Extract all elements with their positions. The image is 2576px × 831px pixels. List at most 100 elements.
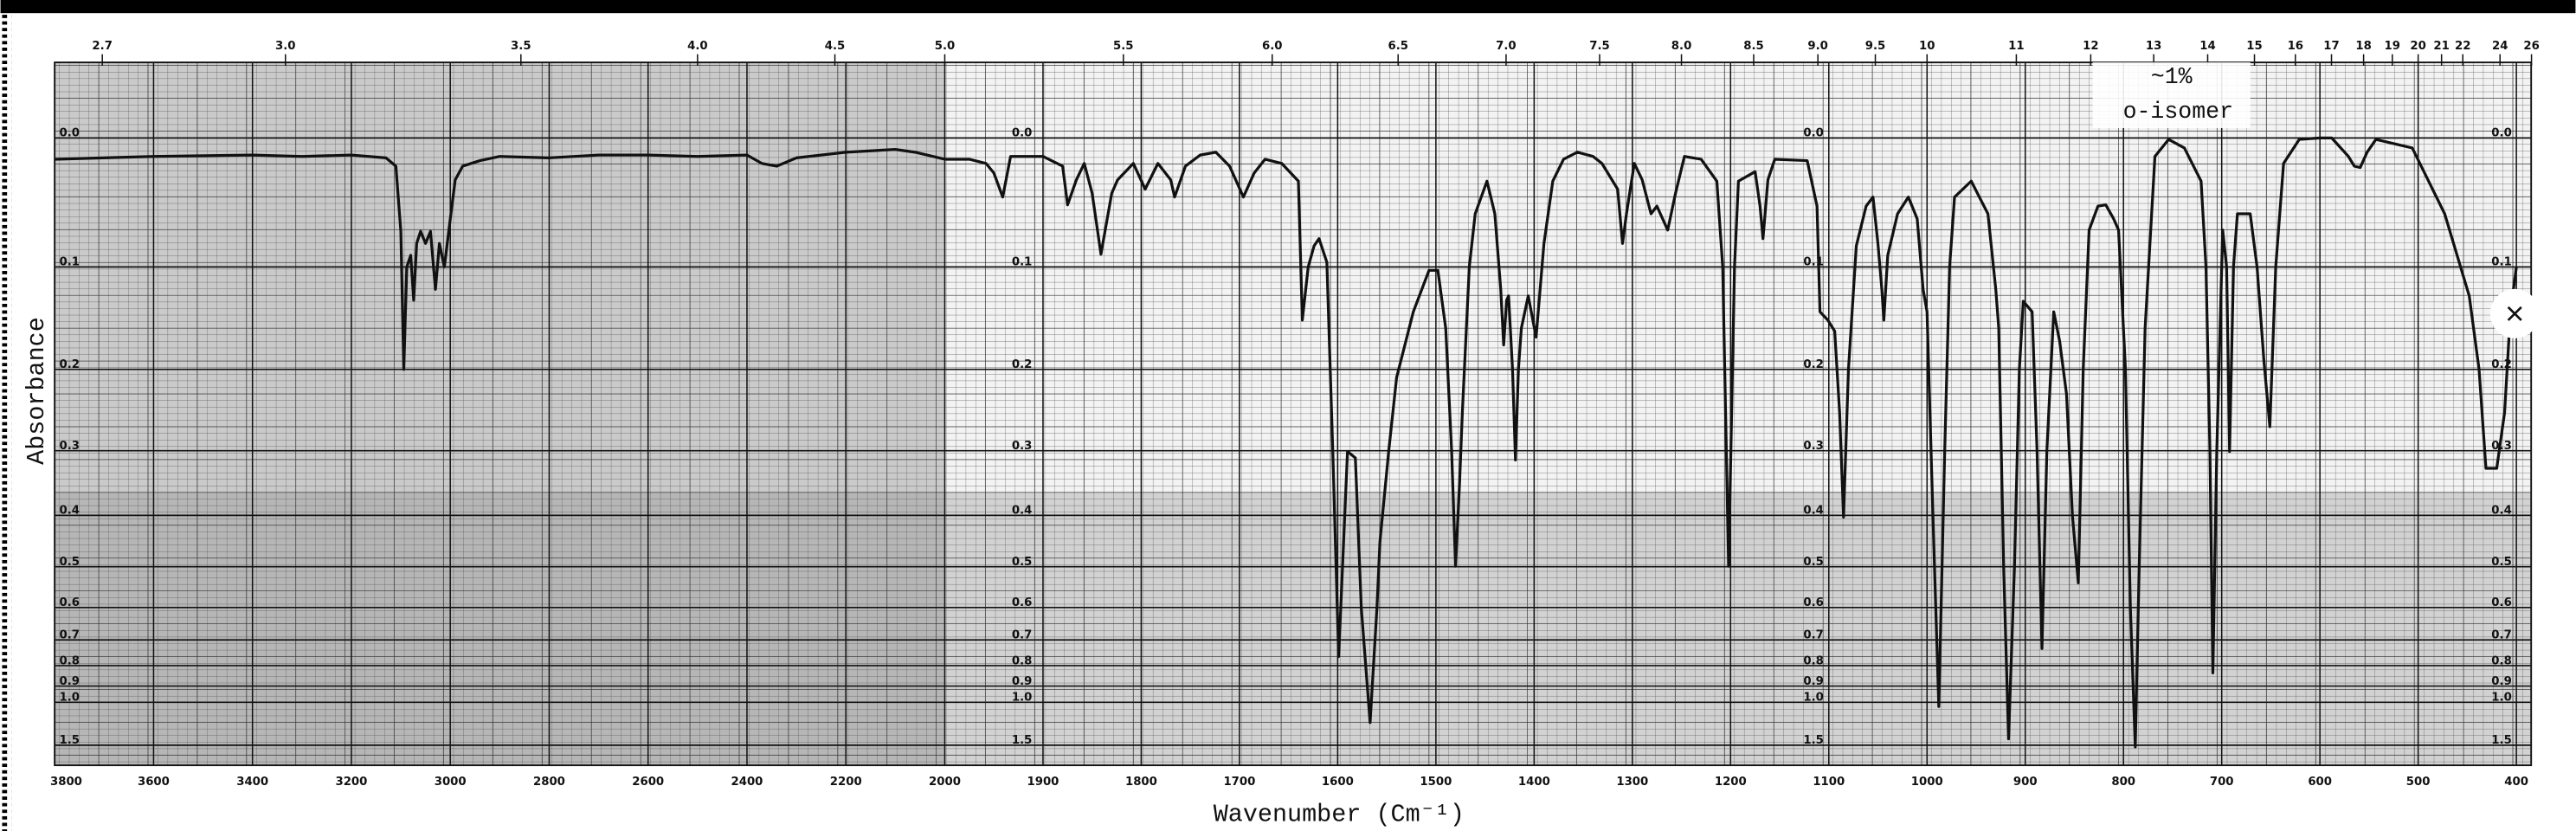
top-bar bbox=[0, 0, 2576, 14]
y-tick-label: 0.4 bbox=[1803, 505, 1824, 518]
y-tick-label: 0.6 bbox=[1803, 596, 1824, 609]
x2-tick-label: 7.5 bbox=[1589, 40, 1610, 53]
y-tick-label: 0.9 bbox=[1803, 675, 1824, 688]
x2-tick-label: 6.5 bbox=[1388, 40, 1408, 53]
x2-tick-label: 5.5 bbox=[1113, 40, 1134, 53]
x2-tick-label: 10 bbox=[1919, 40, 1935, 53]
y-tick-label: 0.0 bbox=[1803, 127, 1824, 140]
left-edge bbox=[0, 13, 12, 831]
y-tick-label: 0.7 bbox=[1012, 629, 1033, 642]
y-tick-label: 0.1 bbox=[1012, 256, 1033, 269]
x-tick-label: 3000 bbox=[435, 776, 467, 789]
x2-tick-label: 14 bbox=[2199, 40, 2215, 53]
x2-tick-label: 12 bbox=[2083, 40, 2098, 53]
y-tick-label: 0.8 bbox=[2491, 654, 2512, 667]
y-tick-label: 0.7 bbox=[60, 629, 80, 642]
y-tick-label: 0.1 bbox=[1803, 256, 1824, 269]
y-tick-label: 0.4 bbox=[1012, 505, 1033, 518]
x2-tick-label: 4.5 bbox=[825, 40, 846, 53]
tick-labels: 3800 3600 3400 3200 3000 2800 2600 2400 2200 2000… bbox=[50, 40, 2540, 789]
x-tick-label: 1000 bbox=[1911, 776, 1943, 789]
x-tick-label: 1300 bbox=[1616, 776, 1648, 789]
y-tick-label: 0.5 bbox=[1803, 556, 1824, 569]
x2-tick-label: 21 bbox=[2433, 40, 2449, 53]
x2-tick-label: 6.0 bbox=[1262, 40, 1283, 53]
y-tick-label: 0.9 bbox=[1012, 675, 1033, 688]
x-tick-label: 3800 bbox=[50, 776, 82, 789]
y-tick-label: 0.2 bbox=[1803, 358, 1824, 371]
x2-tick-label: 19 bbox=[2385, 40, 2400, 53]
x-tick-label: 1400 bbox=[1518, 776, 1550, 789]
y-tick-label: 0.0 bbox=[60, 127, 80, 140]
x-tick-label: 400 bbox=[2504, 776, 2528, 789]
x-tick-label: 1800 bbox=[1125, 776, 1157, 789]
x2-tick-label: 3.0 bbox=[275, 40, 296, 53]
x2-tick-label: 11 bbox=[2008, 40, 2024, 53]
x2-tick-label: 9.0 bbox=[1807, 40, 1828, 53]
x2-tick-label: 22 bbox=[2455, 40, 2470, 53]
y-tick-label: 0.6 bbox=[60, 596, 80, 609]
y-tick-label: 0.1 bbox=[60, 256, 80, 269]
x-tick-label: 2800 bbox=[533, 776, 565, 789]
y-tick-label: 0.2 bbox=[1012, 358, 1033, 371]
x2-tick-label: 17 bbox=[2323, 40, 2339, 53]
y-tick-label: 0.8 bbox=[1012, 654, 1033, 667]
x-tick-label: 2200 bbox=[830, 776, 862, 789]
y-tick-label: 0.5 bbox=[2491, 556, 2512, 569]
x-tick-label: 500 bbox=[2406, 776, 2431, 789]
x2-tick-label: 26 bbox=[2523, 40, 2539, 53]
y-tick-label: 0.7 bbox=[1803, 629, 1824, 642]
y-tick-label: 0.5 bbox=[60, 556, 80, 569]
x-tick-label: 1500 bbox=[1420, 776, 1452, 789]
y-tick-label: 0.0 bbox=[1012, 127, 1033, 140]
x-tick-label: 600 bbox=[2308, 776, 2332, 789]
annotation: ~1% bbox=[2151, 64, 2193, 90]
y-tick-label: 1.0 bbox=[1012, 692, 1033, 705]
x-tick-label: 3600 bbox=[138, 776, 170, 789]
x2-tick-label: 8.5 bbox=[1743, 40, 1764, 53]
x-tick-label: 2400 bbox=[731, 776, 763, 789]
y-tick-label: 0.0 bbox=[2491, 127, 2512, 140]
x-tick-label: 1700 bbox=[1223, 776, 1255, 789]
plot bbox=[55, 136, 2518, 749]
y-tick-label: 0.5 bbox=[1012, 556, 1033, 569]
annotation: o-isomer bbox=[2123, 99, 2233, 125]
y-tick-label: 1.0 bbox=[60, 692, 80, 705]
x2-tick-label: 13 bbox=[2146, 40, 2161, 53]
x2-tick-label: 16 bbox=[2288, 40, 2303, 53]
x2-tick-label: 18 bbox=[2355, 40, 2371, 53]
x-tick-label: 1100 bbox=[1813, 776, 1845, 789]
x2-tick-label: 24 bbox=[2492, 40, 2508, 53]
x2-tick-label: 9.5 bbox=[1865, 40, 1886, 53]
x-tick-label: 1600 bbox=[1322, 776, 1354, 789]
y-tick-label: 0.2 bbox=[60, 358, 80, 371]
x-tick-label: 700 bbox=[2210, 776, 2234, 789]
x2-tick-label: 4.0 bbox=[687, 40, 707, 53]
y-tick-label: 0.6 bbox=[2491, 596, 2512, 609]
close-button[interactable] bbox=[2489, 288, 2540, 338]
y-tick-label: 0.3 bbox=[2491, 440, 2512, 453]
x-tick-label: 2600 bbox=[632, 776, 664, 789]
x-axis-title: Wavenumber (Cm⁻¹) bbox=[1214, 801, 1465, 829]
y-tick-label: 0.4 bbox=[60, 505, 80, 518]
y-tick-label: 1.5 bbox=[60, 734, 80, 747]
y-tick-label: 0.9 bbox=[60, 675, 80, 688]
x-tick-label: 800 bbox=[2111, 776, 2135, 789]
y-tick-label: 0.3 bbox=[60, 440, 80, 453]
x2-tick-label: 2.7 bbox=[92, 40, 113, 53]
y-axis-title: Absorbance bbox=[23, 317, 51, 465]
x-tick-label: 1200 bbox=[1715, 776, 1747, 789]
x2-tick-label: 15 bbox=[2246, 40, 2262, 53]
x-tick-label: 1900 bbox=[1027, 776, 1059, 789]
y-tick-label: 0.4 bbox=[2491, 505, 2512, 518]
y-tick-label: 1.0 bbox=[1803, 692, 1824, 705]
y-tick-label: 0.6 bbox=[1012, 596, 1033, 609]
x2-tick-label: 8.0 bbox=[1671, 40, 1691, 53]
x2-tick-label: 20 bbox=[2410, 40, 2425, 53]
y-tick-label: 0.9 bbox=[2491, 675, 2512, 688]
y-tick-label: 0.7 bbox=[2491, 629, 2512, 642]
spectrum-line bbox=[55, 136, 2518, 749]
x2-tick-label: 5.0 bbox=[935, 40, 956, 53]
x2-tick-label: 7.0 bbox=[1496, 40, 1517, 53]
